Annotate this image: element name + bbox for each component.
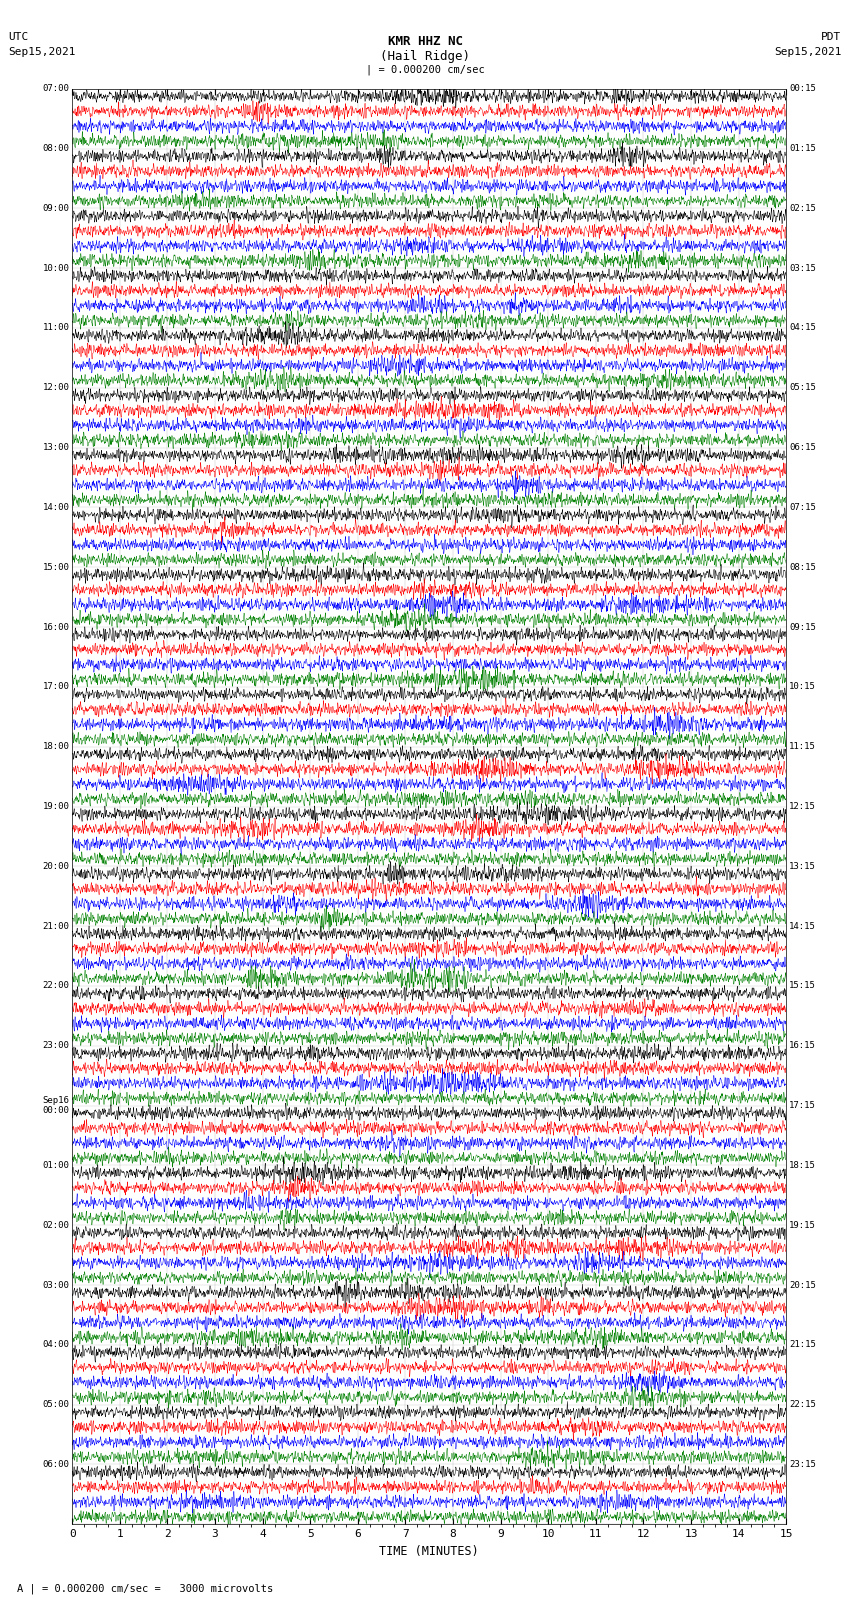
Text: | = 0.000200 cm/sec: | = 0.000200 cm/sec (366, 65, 484, 76)
Text: PDT: PDT (821, 32, 842, 42)
Text: Sep15,2021: Sep15,2021 (8, 47, 76, 56)
Text: KMR HHZ NC: KMR HHZ NC (388, 35, 462, 48)
Text: (Hail Ridge): (Hail Ridge) (380, 50, 470, 63)
Text: Sep15,2021: Sep15,2021 (774, 47, 842, 56)
Text: UTC: UTC (8, 32, 29, 42)
X-axis label: TIME (MINUTES): TIME (MINUTES) (379, 1545, 479, 1558)
Text: A | = 0.000200 cm/sec =   3000 microvolts: A | = 0.000200 cm/sec = 3000 microvolts (17, 1582, 273, 1594)
